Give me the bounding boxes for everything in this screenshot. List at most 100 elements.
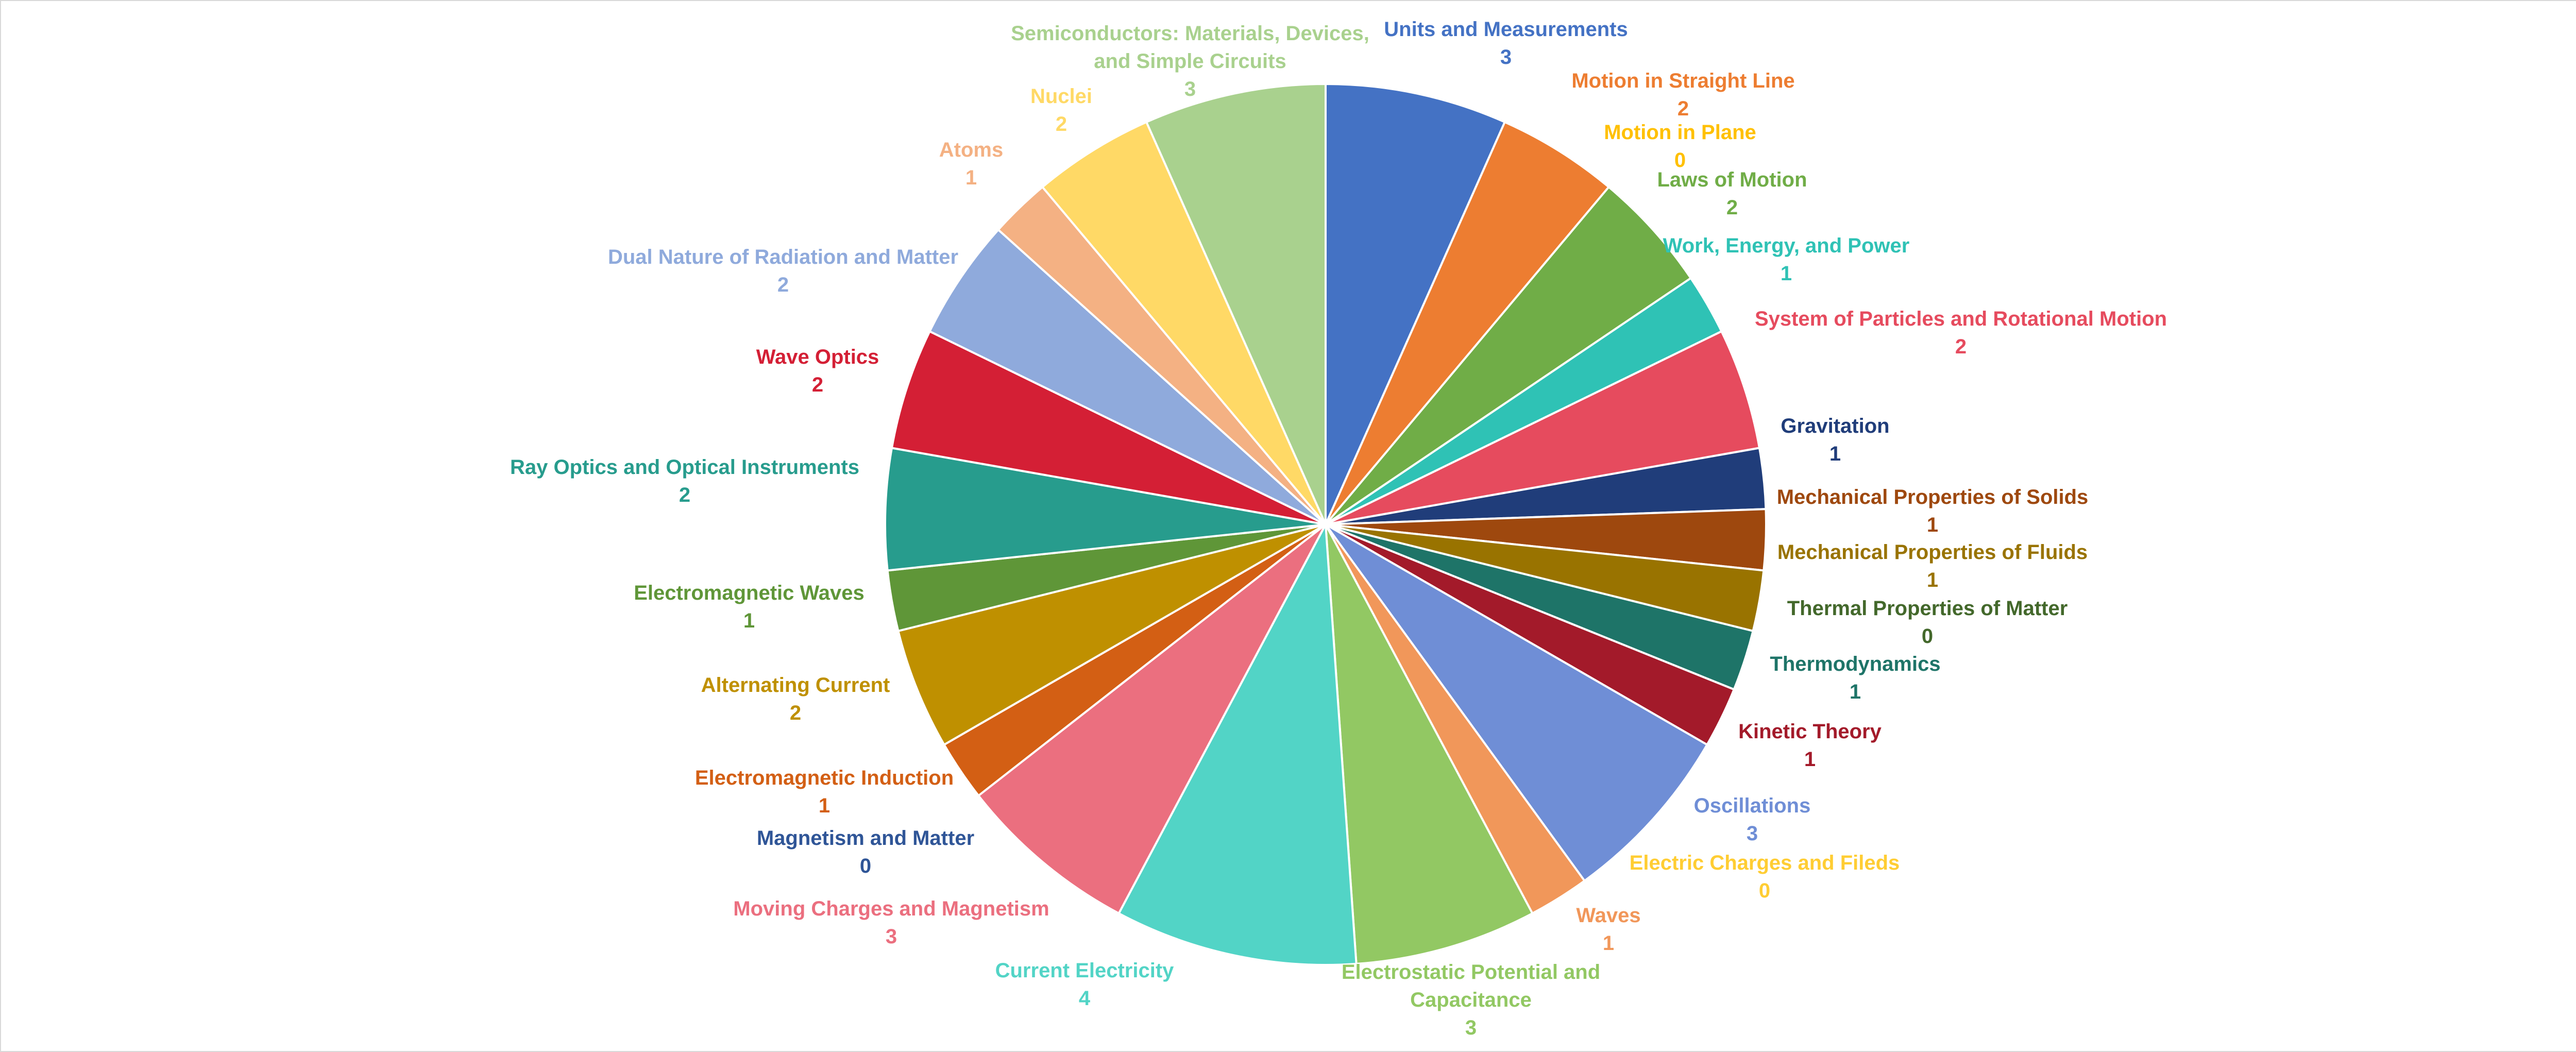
data-label-name: Motion in Plane: [1604, 121, 1756, 144]
data-labels: Units and Measurements 3 Motion in Straigh…: [510, 18, 2167, 1039]
data-label-value: 1: [1829, 443, 1841, 465]
data-label-name: Electromagnetic Induction: [695, 767, 954, 789]
data-label-moving-charges-and-magnetism: Moving Charges and Magnetism 3: [733, 897, 1049, 948]
data-label-name: Moving Charges and Magnetism: [733, 897, 1049, 920]
data-label-name: Wave Optics: [756, 346, 879, 368]
slice-units-and-measurements: [1325, 83, 1506, 525]
slice-semiconductors-materials-devices-and-simple-circuits: [1145, 83, 1327, 525]
data-label-name: Current Electricity: [995, 959, 1175, 982]
data-label-motion-in-plane: Motion in Plane 0: [1604, 121, 1756, 172]
data-label-value: 0: [1674, 149, 1686, 172]
data-label-value: 1: [1603, 932, 1614, 955]
data-label-value: 0: [860, 855, 871, 877]
data-label-waves: Waves 1: [1576, 904, 1640, 955]
data-label-name: Dual Nature of Radiation and Matter: [608, 246, 958, 268]
data-label-name: System of Particles and Rotational Motio…: [1755, 308, 2167, 330]
data-label-name: Kinetic Theory: [1738, 720, 1882, 743]
slice-moving-charges-and-magnetism: [977, 523, 1327, 914]
data-label-current-electricity: Current Electricity 4: [995, 959, 1175, 1010]
data-label-name: Atoms: [939, 139, 1003, 161]
data-label-electrostatic-potential-and-capacitance: Electrostatic Potential and Capacitance 3: [1342, 961, 1600, 1039]
slice-laws-of-motion: [1325, 186, 1692, 525]
data-label-name: Nuclei: [1030, 85, 1092, 108]
data-label-value: 0: [1759, 879, 1770, 902]
data-label-wave-optics: Wave Optics 2: [756, 346, 879, 396]
slice-wave-optics: [890, 330, 1327, 525]
data-label-units-and-measurements: Units and Measurements 3: [1384, 18, 1628, 69]
data-label-value: 1: [965, 166, 977, 189]
data-label-value: 1: [1781, 262, 1792, 285]
data-label-name: Thermodynamics: [1770, 653, 1940, 675]
slice-dual-nature-of-radiation-and-matter: [928, 228, 1327, 525]
slice-nuclei: [1041, 121, 1327, 525]
data-label-magnetism-and-matter: Magnetism and Matter 0: [757, 827, 974, 877]
data-label-value: 3: [1465, 1016, 1477, 1039]
data-label-value: 1: [819, 794, 830, 817]
data-label-value: 4: [1079, 987, 1091, 1010]
data-label-name: Waves: [1576, 904, 1640, 927]
data-label-electromagnetic-induction: Electromagnetic Induction 1: [695, 767, 954, 817]
data-label-value: 3: [1747, 822, 1758, 845]
data-label-nuclei: Nuclei 2: [1030, 85, 1092, 135]
data-label-name: Work, Energy, and Power: [1663, 234, 1910, 257]
data-label-name: Electric Charges and Fileds: [1630, 852, 1900, 874]
data-label-name: Laws of Motion: [1657, 168, 1807, 191]
slice-system-of-particles-and-rotational-motion: [1325, 330, 1761, 525]
data-label-value: 2: [1056, 113, 1067, 135]
data-label-value: 2: [812, 374, 823, 396]
data-label-value: 2: [1677, 97, 1689, 120]
slice-ray-optics-and-optical-instruments: [884, 447, 1327, 572]
data-label-ray-optics-and-optical-instruments: Ray Optics and Optical Instruments 2: [510, 456, 859, 506]
data-label-name: Mechanical Properties of Solids: [1777, 486, 2089, 508]
data-label-value: 2: [777, 274, 789, 296]
slice-alternating-current: [897, 523, 1327, 746]
data-label-name: Oscillations: [1694, 794, 1811, 817]
data-label-motion-in-straight-line: Motion in Straight Line 2: [1571, 70, 1794, 120]
data-label-name: Electromagnetic Waves: [634, 582, 865, 604]
slice-electrostatic-potential-and-capacitance: [1325, 523, 1534, 965]
data-label-value: 3: [1184, 78, 1196, 100]
data-label-name: Alternating Current: [701, 674, 890, 697]
data-label-value: 1: [1850, 681, 1861, 703]
data-label-name: Semiconductors: Materials, Devices,: [1011, 22, 1369, 45]
data-label-value: 0: [1922, 625, 1933, 648]
data-label-value: 1: [1927, 569, 1938, 591]
data-label-name: Thermal Properties of Matter: [1787, 597, 2068, 620]
data-label-mechanical-properties-of-fluids: Mechanical Properties of Fluids 1: [1777, 541, 2088, 591]
data-label-value: 1: [1804, 748, 1816, 771]
data-label-semiconductors-materials-devices-and-simple-circuits: Semiconductors: Materials, Devices, and S…: [1011, 22, 1369, 100]
data-label-work-energy-and-power: Work, Energy, and Power 1: [1663, 234, 1910, 285]
data-label-dual-nature-of-radiation-and-matter: Dual Nature of Radiation and Matter 2: [608, 246, 958, 296]
data-label-value: 2: [679, 484, 690, 506]
data-label-mechanical-properties-of-solids: Mechanical Properties of Solids 1: [1777, 486, 2089, 536]
data-label-value: 1: [1927, 514, 1938, 536]
data-label-name: Ray Optics and Optical Instruments: [510, 456, 859, 479]
data-label-name: Motion in Straight Line: [1571, 70, 1794, 92]
data-label-atoms: Atoms 1: [939, 139, 1003, 189]
data-label-oscillations: Oscillations 3: [1694, 794, 1811, 845]
data-label-name: Gravitation: [1781, 415, 1889, 437]
data-label-gravitation: Gravitation 1: [1781, 415, 1889, 465]
data-label-kinetic-theory: Kinetic Theory 1: [1738, 720, 1882, 771]
data-label-value: 2: [1955, 335, 1967, 358]
data-label-value: 2: [1726, 196, 1738, 219]
data-label-value: 3: [1500, 46, 1512, 69]
data-label-alternating-current: Alternating Current 2: [701, 674, 890, 724]
data-label-name: Capacitance: [1410, 989, 1532, 1011]
slice-current-electricity: [1117, 523, 1358, 966]
data-label-system-of-particles-and-rotational-motion: System of Particles and Rotational Motio…: [1755, 308, 2167, 358]
data-label-electromagnetic-waves: Electromagnetic Waves 1: [634, 582, 865, 632]
data-label-value: 2: [790, 702, 801, 724]
data-label-name: Mechanical Properties of Fluids: [1777, 541, 2088, 564]
data-label-name: Units and Measurements: [1384, 18, 1628, 41]
slice-motion-in-straight-line: [1325, 121, 1610, 525]
data-label-electric-charges-and-fileds: Electric Charges and Fileds 0: [1630, 852, 1900, 902]
data-label-thermal-properties-of-matter: Thermal Properties of Matter 0: [1787, 597, 2068, 648]
data-label-name: and Simple Circuits: [1094, 50, 1286, 73]
data-label-value: 1: [743, 609, 755, 632]
data-label-laws-of-motion: Laws of Motion 2: [1657, 168, 1807, 219]
slice-oscillations: [1325, 523, 1708, 882]
data-label-name: Electrostatic Potential and: [1342, 961, 1600, 983]
data-label-thermodynamics: Thermodynamics 1: [1770, 653, 1940, 703]
